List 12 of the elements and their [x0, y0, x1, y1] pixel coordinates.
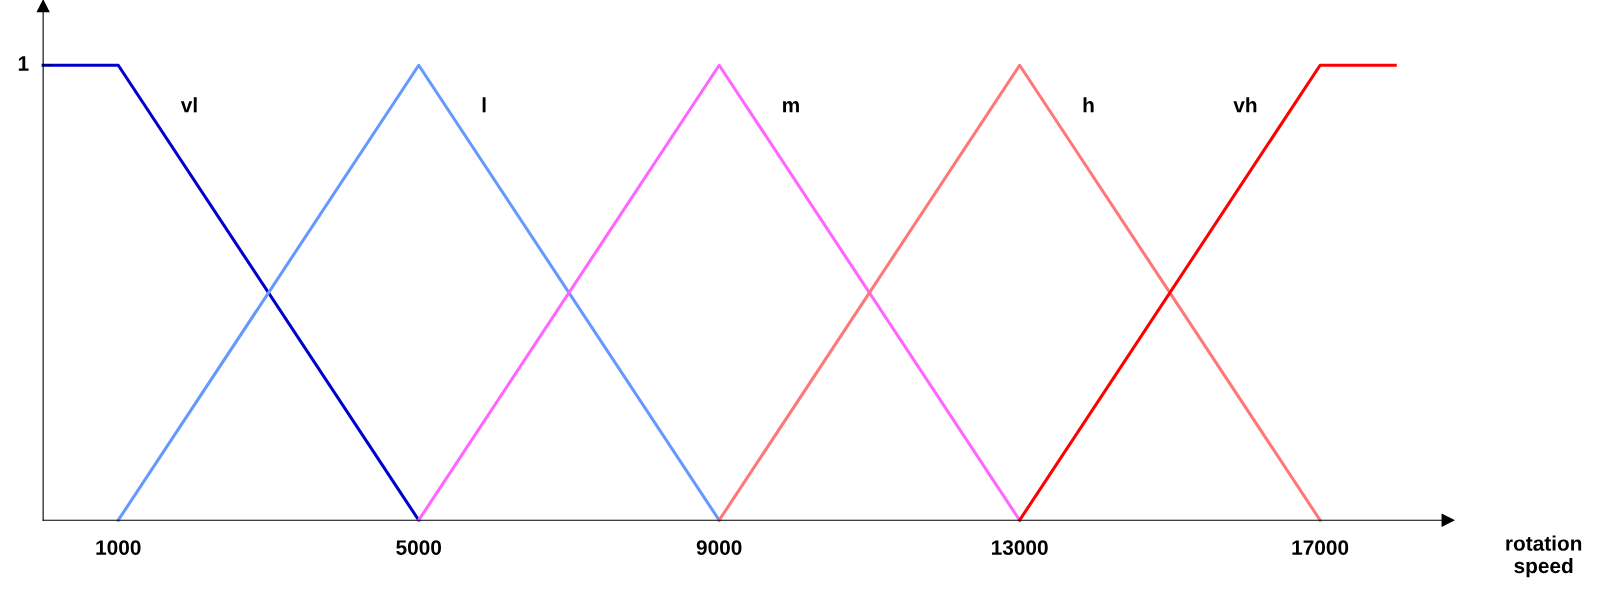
x-tick-label: 5000: [396, 540, 442, 555]
series-label: vh: [1233, 97, 1257, 113]
x-tick-label: 1000: [96, 540, 141, 555]
series-label: vl: [180, 97, 197, 113]
series-label: h: [1083, 97, 1094, 113]
x-tick-label: 13000: [991, 540, 1048, 555]
x-tick-label: 17000: [1292, 540, 1349, 555]
series-label: m: [783, 101, 799, 113]
text: 1: [18, 56, 29, 71]
x-tick-label: 9000: [696, 540, 742, 555]
x-axis-title: rotation speed: [1506, 535, 1582, 578]
series-label: l: [482, 97, 486, 113]
